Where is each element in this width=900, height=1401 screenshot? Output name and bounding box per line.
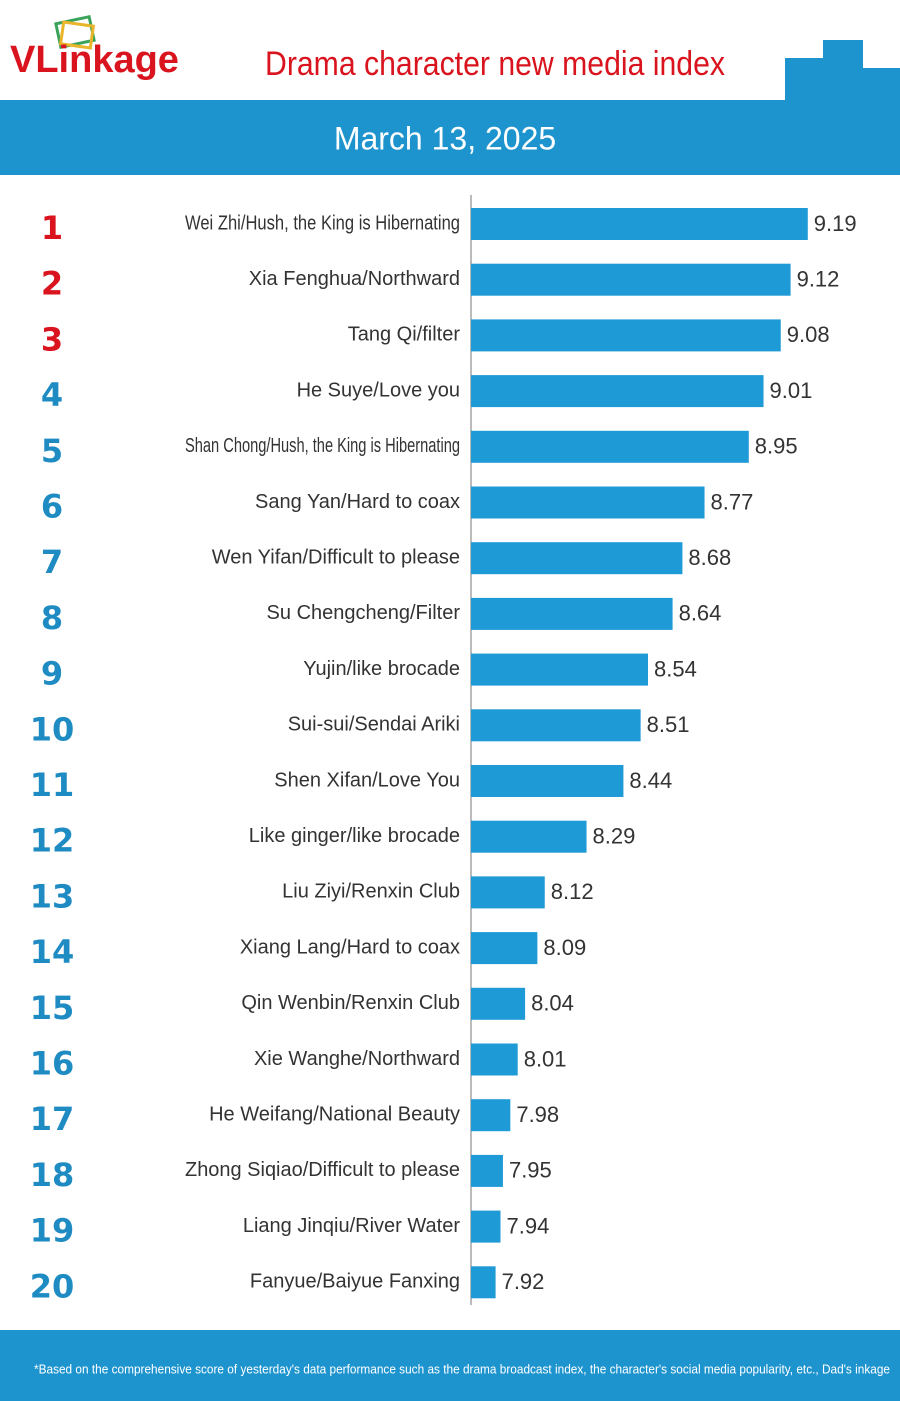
rank-label: 15 <box>30 989 75 1027</box>
value-label: 8.04 <box>531 991 574 1016</box>
rank-label: 3 <box>41 320 63 358</box>
rank-label: 1 <box>41 209 63 247</box>
bar <box>471 1043 518 1076</box>
bar <box>471 820 587 853</box>
category-label: Tang Qi/filter <box>348 324 461 346</box>
rank-label: 2 <box>41 265 63 303</box>
category-label: Xiang Lang/Hard to coax <box>240 936 460 958</box>
value-label: 8.44 <box>629 768 672 793</box>
category-label: Xia Fenghua/Northward <box>249 268 460 290</box>
value-label: 8.51 <box>647 712 690 737</box>
footnote: *Based on the comprehensive score of yes… <box>34 1361 890 1376</box>
rank-label: 16 <box>30 1045 75 1083</box>
category-label: Wei Zhi/Hush, the King is Hibernating <box>185 212 460 234</box>
value-label: 7.95 <box>509 1158 552 1183</box>
value-label: 9.12 <box>797 267 840 292</box>
bar <box>471 319 781 352</box>
value-label: 8.68 <box>688 545 731 570</box>
rank-label: 18 <box>30 1156 75 1194</box>
bar <box>471 597 673 630</box>
value-label: 7.94 <box>507 1213 550 1238</box>
rank-label: 6 <box>41 488 63 526</box>
category-label: He Weifang/National Beauty <box>209 1103 460 1125</box>
chart-title: Drama character new media index <box>265 45 725 83</box>
chart-subtitle: March 13, 2025 <box>334 120 556 156</box>
category-label: Zhong Siqiao/Difficult to please <box>185 1159 460 1181</box>
value-label: 9.01 <box>770 378 813 403</box>
rank-label: 7 <box>41 543 63 581</box>
category-label: Qin Wenbin/Renxin Club <box>241 992 460 1014</box>
bar <box>471 542 683 575</box>
category-label: Su Chengcheng/Filter <box>267 602 461 624</box>
category-label: Sang Yan/Hard to coax <box>255 491 460 513</box>
category-label: Fanyue/Baiyue Fanxing <box>250 1271 460 1293</box>
category-label: Liang Jinqiu/River Water <box>243 1215 460 1237</box>
category-label: Like ginger/like brocade <box>249 825 460 847</box>
rank-label: 20 <box>30 1267 75 1305</box>
bar <box>471 375 764 408</box>
value-label: 9.08 <box>787 322 830 347</box>
category-label: Sui-sui/Sendai Ariki <box>288 714 460 736</box>
rank-label: 5 <box>41 432 63 470</box>
bar <box>471 1154 503 1187</box>
podium-icon <box>785 40 900 100</box>
rank-label: 13 <box>30 877 75 915</box>
value-label: 7.98 <box>516 1102 559 1127</box>
rank-label: 17 <box>30 1100 75 1138</box>
rank-label: 14 <box>30 933 75 971</box>
category-label: Liu Ziyi/Renxin Club <box>282 881 460 903</box>
value-label: 8.01 <box>524 1046 567 1071</box>
bar <box>471 1266 496 1299</box>
category-label: Wen Yifan/Difficult to please <box>212 546 460 568</box>
bar <box>471 430 749 463</box>
bar <box>471 208 808 240</box>
bar <box>471 486 705 519</box>
bar <box>471 765 624 797</box>
bar <box>471 1210 501 1243</box>
footer-band <box>0 1330 900 1401</box>
rank-label: 19 <box>30 1212 75 1250</box>
value-label: 8.29 <box>593 824 636 849</box>
rank-label: 12 <box>30 822 75 860</box>
logo: VLinkage <box>10 39 179 81</box>
bar <box>471 709 641 742</box>
rank-label: 11 <box>30 766 75 804</box>
category-label: Xie Wanghe/Northward <box>254 1048 460 1070</box>
rank-label: 8 <box>41 599 63 637</box>
value-label: 8.95 <box>755 434 798 459</box>
bar <box>471 1099 511 1132</box>
value-label: 8.09 <box>543 935 586 960</box>
value-label: 8.77 <box>711 489 754 514</box>
bar <box>471 263 791 296</box>
category-label: Yujin/like brocade <box>303 658 460 680</box>
category-label: Shan Chong/Hush, the King is Hibernating <box>185 435 460 457</box>
category-label: He Suye/Love you <box>297 379 460 401</box>
bar <box>471 932 538 965</box>
value-label: 8.12 <box>551 879 594 904</box>
value-label: 8.64 <box>679 601 722 626</box>
date-band <box>0 100 900 175</box>
rank-label: 4 <box>41 376 63 414</box>
value-label: 9.19 <box>814 211 857 236</box>
bar <box>471 876 545 909</box>
category-label: Shen Xifan/Love You <box>274 769 460 791</box>
rank-label: 10 <box>30 710 75 748</box>
rank-label: 9 <box>41 655 63 693</box>
bar <box>471 987 526 1020</box>
logo-icon <box>54 14 96 50</box>
bar <box>471 653 648 686</box>
value-label: 8.54 <box>654 656 697 681</box>
value-label: 7.92 <box>502 1269 545 1294</box>
